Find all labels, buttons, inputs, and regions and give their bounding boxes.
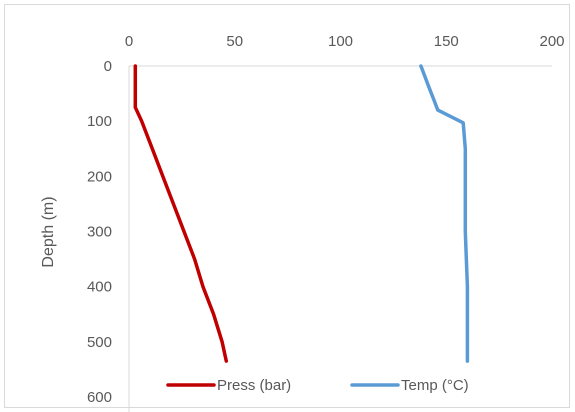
x-tick-label: 200 bbox=[539, 33, 564, 50]
x-tick-label: 0 bbox=[125, 33, 133, 50]
y-tick-label: 100 bbox=[87, 113, 112, 130]
series-line-1 bbox=[419, 64, 470, 363]
x-tick-label: 150 bbox=[434, 33, 459, 50]
x-tick-labels: 0 50 100 150 200 bbox=[125, 33, 565, 50]
chart-axes bbox=[128, 65, 552, 412]
legend-label: Temp (°C) bbox=[401, 377, 469, 394]
x-tick-label: 100 bbox=[328, 33, 353, 50]
y-tick-label: 0 bbox=[104, 58, 112, 75]
y-tick-label: 500 bbox=[87, 334, 112, 351]
x-tick-label: 50 bbox=[226, 33, 243, 50]
y-tick-label: 600 bbox=[87, 389, 112, 406]
series-lines bbox=[133, 64, 470, 363]
legend: Press (bar) Temp (°C) bbox=[166, 377, 469, 394]
y-tick-label: 400 bbox=[87, 279, 112, 296]
y-tick-label: 300 bbox=[87, 224, 112, 241]
series-line-0 bbox=[133, 64, 229, 363]
y-axis-title: Depth (m) bbox=[40, 196, 57, 267]
chart-frame bbox=[4, 4, 570, 408]
y-tick-labels: 0 100 200 300 400 500 600 bbox=[87, 58, 112, 406]
legend-label: Press (bar) bbox=[217, 377, 291, 394]
y-tick-label: 200 bbox=[87, 168, 112, 185]
